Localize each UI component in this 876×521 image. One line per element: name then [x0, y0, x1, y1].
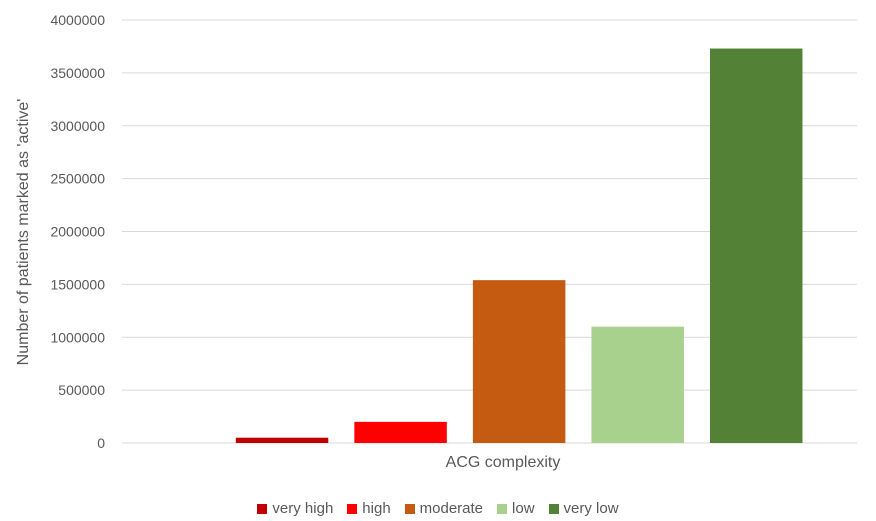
- legend-label: high: [362, 500, 391, 517]
- bar-high: [354, 421, 447, 443]
- legend-item-moderate: moderate: [404, 500, 484, 517]
- y-tick-label: 2500000: [50, 171, 105, 187]
- y-tick-label: 4000000: [50, 12, 105, 28]
- bar-very-high: [235, 437, 329, 443]
- legend: very high high moderate low very low: [0, 500, 876, 517]
- x-axis-label: ACG complexity: [446, 454, 561, 471]
- legend-item-high: high: [347, 500, 391, 517]
- gridlines: [122, 19, 857, 444]
- bar-low: [591, 326, 684, 443]
- y-tick-label: 1000000: [50, 329, 105, 345]
- bar-chart: 0 500000 1000000 1500000 2000000 2500000 30000…: [15, 12, 857, 471]
- y-tick-label: 3500000: [50, 65, 105, 81]
- legend-label: low: [512, 500, 535, 517]
- legend-label: moderate: [419, 500, 484, 517]
- bars: [235, 48, 803, 444]
- y-tick-label: 2000000: [50, 224, 105, 240]
- legend-item-low: low: [497, 500, 535, 517]
- legend-swatch: [347, 503, 358, 514]
- legend-label: very low: [563, 500, 619, 517]
- y-tick-label: 500000: [58, 382, 105, 398]
- y-axis-ticks: 0 500000 1000000 1500000 2000000 2500000 30000…: [50, 12, 105, 451]
- legend-item-very-low: very low: [548, 500, 619, 517]
- legend-label: very high: [272, 500, 334, 517]
- bar-moderate: [472, 280, 566, 443]
- legend-swatch: [497, 503, 508, 514]
- bar-very-low: [710, 48, 803, 444]
- legend-swatch: [548, 503, 559, 514]
- legend-item-very-high: very high: [257, 500, 333, 517]
- y-tick-label: 1500000: [50, 276, 105, 292]
- y-tick-label: 0: [97, 435, 105, 451]
- y-tick-label: 3000000: [50, 118, 105, 134]
- y-axis-label: Number of patients marked as 'active': [15, 99, 32, 366]
- legend-swatch: [404, 503, 415, 514]
- legend-swatch: [257, 503, 268, 514]
